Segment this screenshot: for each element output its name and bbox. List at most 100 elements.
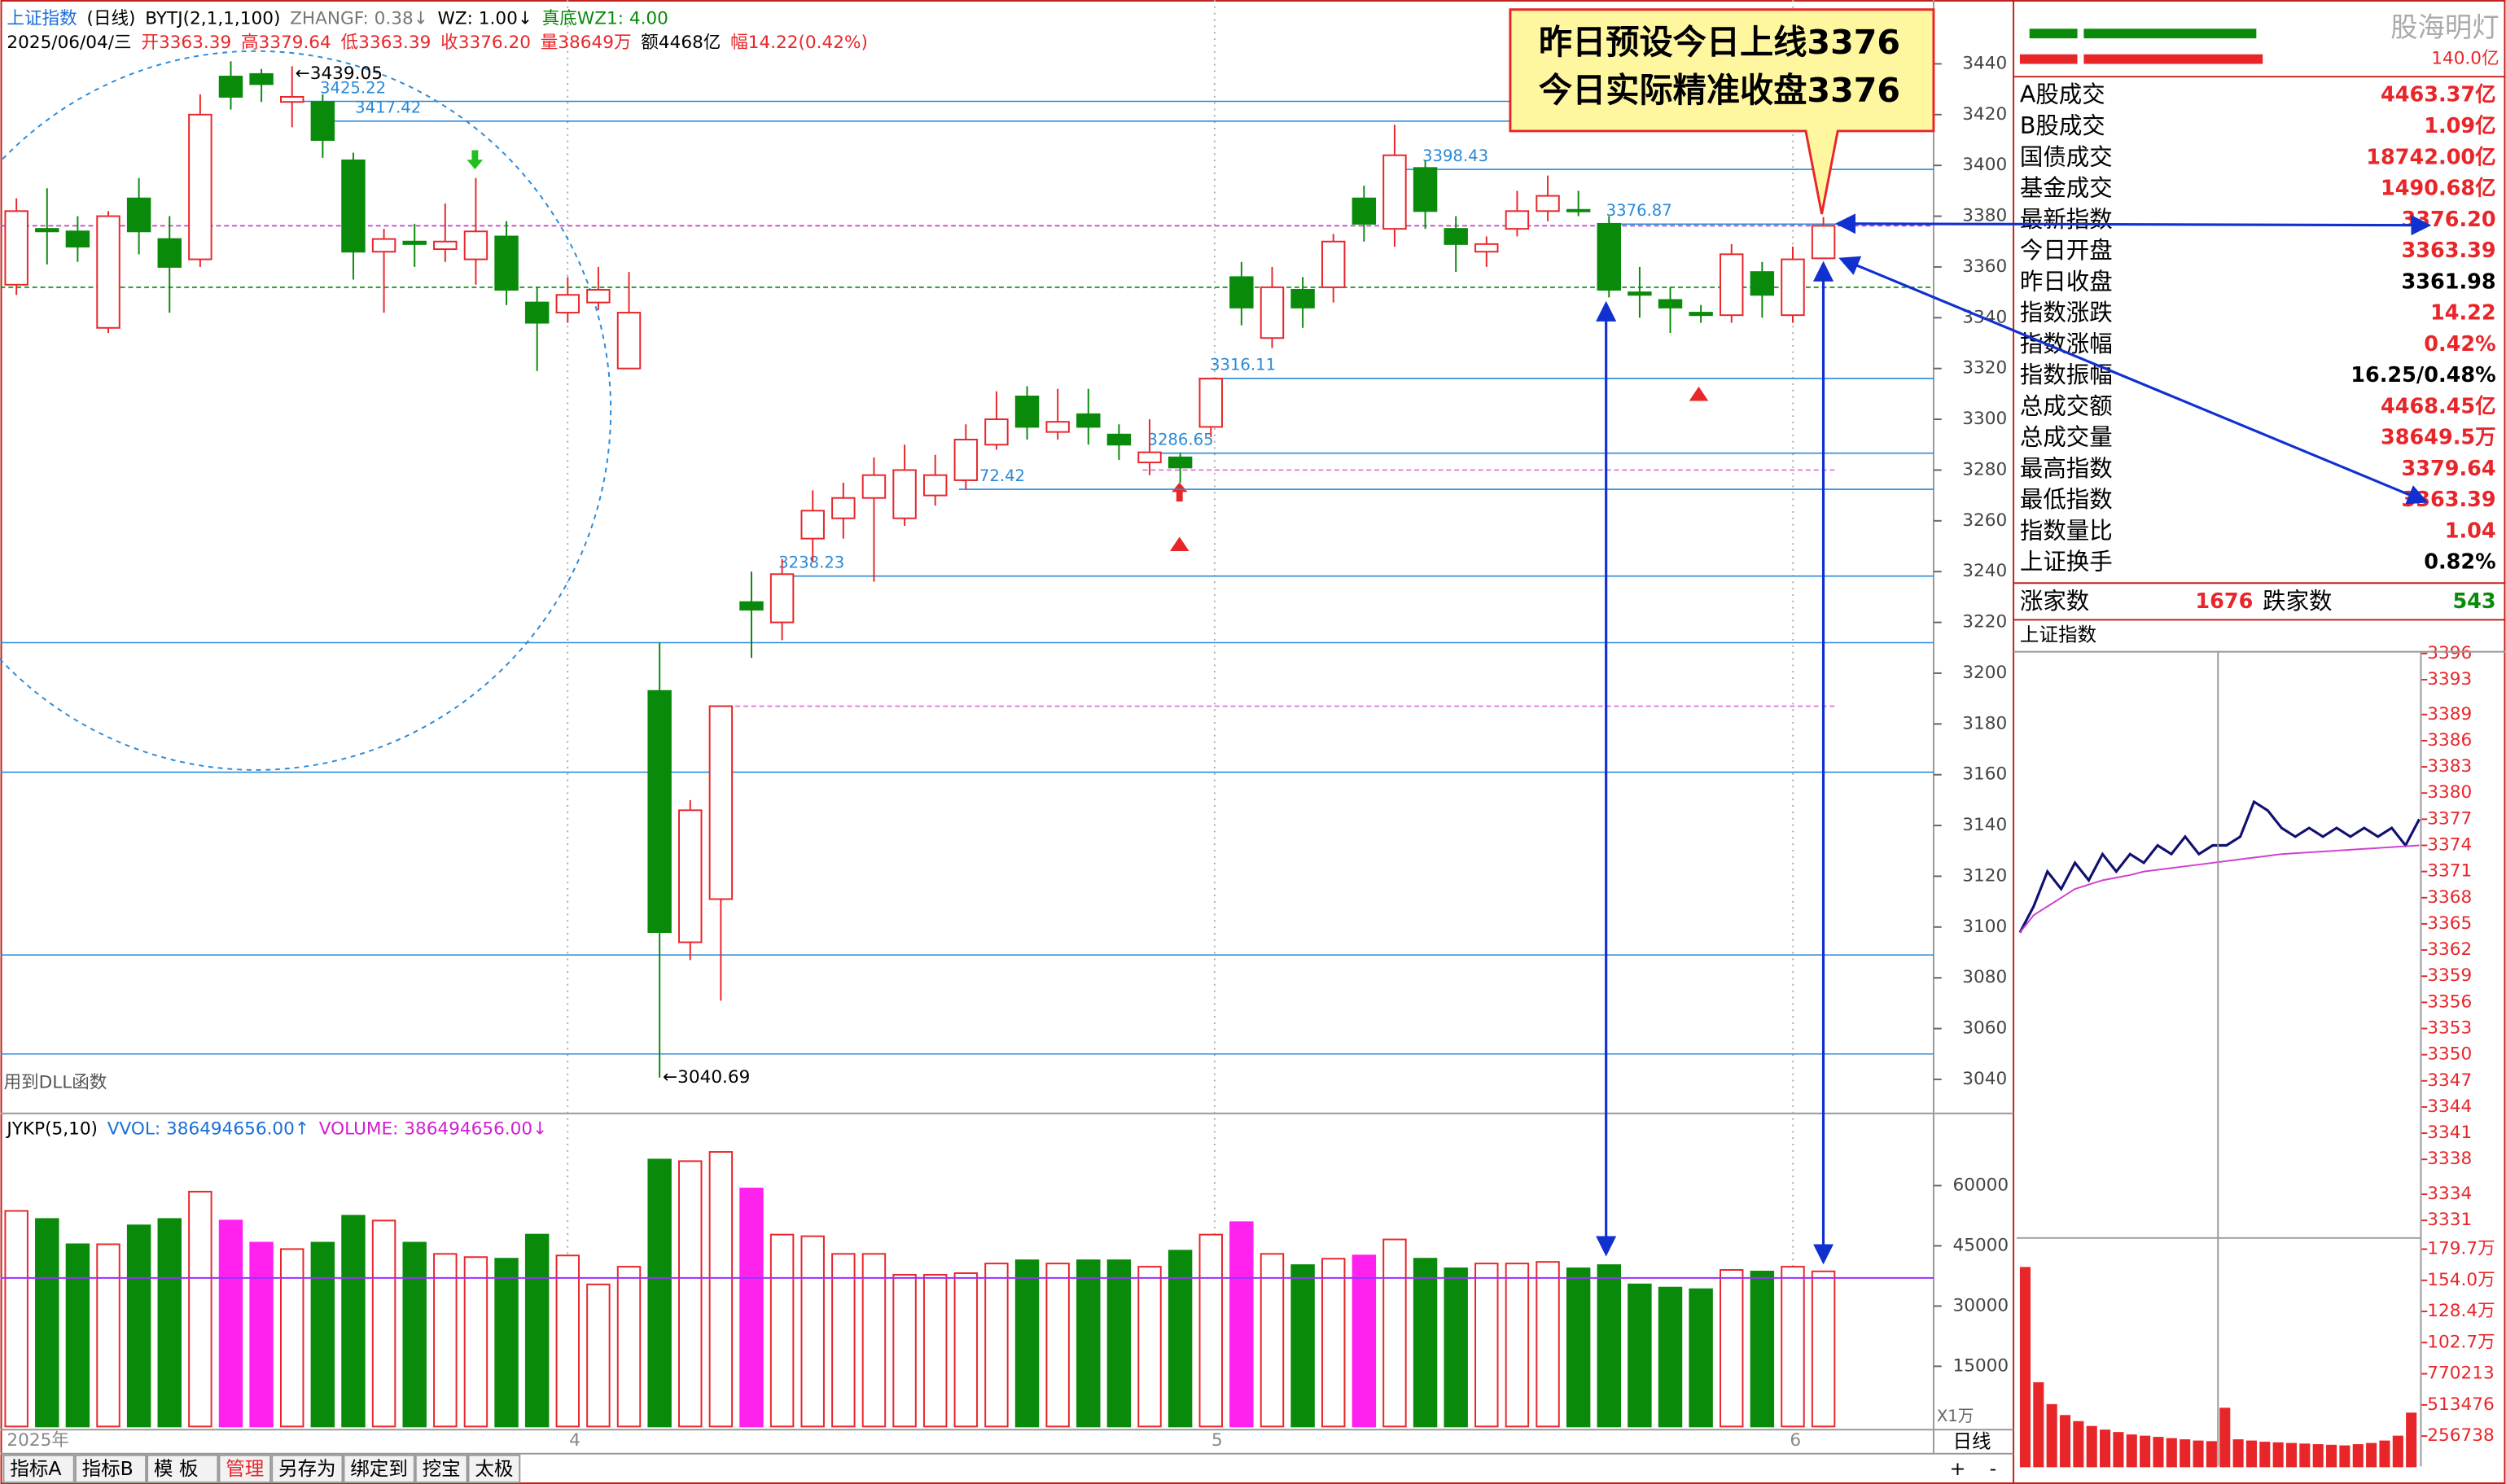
y-tick-label: 3360	[1962, 256, 2007, 277]
quote-label: 上证换手	[2020, 549, 2113, 576]
header-item: 额4468亿	[641, 33, 721, 53]
quote-value: 3363.39	[2402, 488, 2496, 512]
volume-bar	[524, 1233, 550, 1428]
tab[interactable]	[414, 1454, 468, 1484]
header-item: 2025/06/04/三	[7, 33, 131, 53]
quote-value: 1.09亿	[2424, 114, 2495, 138]
volume-bar	[1229, 1221, 1254, 1428]
level-label: 3286.65	[1147, 430, 1213, 449]
breadth-bar	[2083, 54, 2263, 64]
candle-body	[739, 601, 764, 611]
y-tick-label: 3365	[2427, 913, 2472, 934]
header-item: 真底WZ1: 4.00	[542, 9, 668, 29]
candle-body	[1229, 276, 1254, 309]
quote-value: 0.82%	[2424, 550, 2495, 575]
y-tick-label: 513476	[2427, 1394, 2494, 1415]
zoom-in[interactable]: +	[1950, 1457, 1966, 1480]
candle-body	[616, 312, 642, 370]
candle-body	[280, 95, 304, 103]
tab-label[interactable]: 绑定到	[350, 1457, 408, 1480]
volume-bar	[280, 1248, 304, 1428]
volume-bar	[1536, 1261, 1560, 1428]
candle-body	[310, 101, 335, 141]
quote-label: 国债成交	[2020, 143, 2113, 170]
callout-text: 昨日预设今日上线3376	[1539, 23, 1900, 62]
volume-bar	[1720, 1269, 1744, 1428]
tab[interactable]	[218, 1454, 272, 1484]
volume-bar	[1321, 1258, 1346, 1428]
annotation-arrows	[1596, 213, 2432, 1265]
volume-bar	[647, 1158, 672, 1428]
tab-label[interactable]: 指标A	[10, 1457, 61, 1480]
volume-bar	[126, 1224, 151, 1428]
volume-bar	[4, 1210, 28, 1428]
x-label: 5	[1211, 1430, 1223, 1451]
quote-panel: 股海明灯 140.0亿 上证指数	[2013, 11, 2506, 1467]
candle-body	[1536, 195, 1560, 212]
tab[interactable]	[147, 1454, 219, 1484]
volume-bar	[555, 1254, 580, 1428]
y-tick-label: 3377	[2427, 808, 2472, 829]
candle-body	[708, 705, 734, 900]
intraday-volume-bar	[2113, 1432, 2124, 1468]
tab-label[interactable]: 管理	[226, 1457, 264, 1480]
quote-label: 指数量比	[2020, 517, 2113, 544]
intraday-volume-bar	[2206, 1441, 2217, 1468]
tab[interactable]	[467, 1454, 521, 1484]
volume-bar	[188, 1190, 212, 1428]
intraday-line	[2018, 799, 2421, 934]
header-item: 高3379.64	[241, 33, 331, 53]
candle-body	[1014, 396, 1040, 428]
tab[interactable]	[271, 1454, 344, 1484]
breadth-label: 涨家数	[2020, 588, 2089, 615]
quote-value: 38649.5万	[2381, 426, 2496, 450]
tab-label[interactable]: 挖宝	[423, 1457, 461, 1480]
intraday-volume-bar	[2339, 1445, 2350, 1468]
candle-body	[800, 510, 825, 540]
intraday-line	[2019, 844, 2420, 934]
volume-bar	[65, 1243, 90, 1428]
zoom-out[interactable]: -	[1990, 1457, 1997, 1480]
quote-value: 4468.45亿	[2381, 394, 2496, 418]
y-tick-label: 3320	[1962, 358, 2007, 379]
candle-body	[1168, 456, 1193, 469]
tab-label[interactable]: 指标B	[82, 1457, 134, 1480]
y-tick-label: 3140	[1962, 815, 2007, 835]
tab[interactable]	[2, 1454, 75, 1484]
y-tick-label: 45000	[1952, 1235, 2009, 1255]
header-item: WZ: 1.00↓	[438, 9, 532, 29]
header-item: 幅14.22(0.42%)	[730, 33, 868, 53]
y-tick-label: 3368	[2427, 887, 2472, 908]
y-tick-label: 3060	[1962, 1018, 2007, 1039]
candle-body	[1750, 271, 1775, 296]
y-tick-label: 3040	[1962, 1069, 2007, 1089]
period[interactable]: 日线	[1952, 1429, 1991, 1452]
intraday-volume-bar	[2153, 1437, 2164, 1468]
level-label: 3238.23	[778, 554, 844, 572]
header-line: JYKP(5,10) VVOL: 386494656.00↑ VOLUME: 386…	[5, 1118, 547, 1139]
tab-label[interactable]: 模 板	[154, 1457, 199, 1480]
intraday-volume-bar	[2312, 1444, 2324, 1468]
volume-bar	[310, 1241, 335, 1428]
volume-bar	[1597, 1264, 1622, 1428]
tab[interactable]	[343, 1454, 415, 1484]
volume-bar	[1260, 1253, 1285, 1428]
quote-value: 18742.00亿	[2366, 145, 2495, 169]
tab[interactable]	[74, 1454, 147, 1484]
tab-label[interactable]: 太极	[475, 1457, 513, 1480]
candle-body	[371, 238, 396, 253]
tab-label[interactable]: 另存为	[278, 1457, 336, 1480]
y-tick-label: 3220	[1962, 612, 2007, 633]
quote-value: 14.22	[2430, 301, 2496, 326]
intraday-volume-bar	[2259, 1442, 2271, 1468]
candle-body	[524, 301, 550, 324]
y-tick-label: 3338	[2427, 1149, 2472, 1169]
intraday-volume-bar	[2366, 1442, 2377, 1468]
intraday-volume-bar	[2285, 1442, 2298, 1468]
y-tick-label: 3240	[1962, 561, 2007, 581]
header-item: ZHANGF: 0.38↓	[290, 9, 428, 29]
header-item: 低3363.39	[341, 33, 432, 53]
volume-bar	[1352, 1254, 1377, 1428]
volume-bar	[463, 1256, 488, 1428]
header-line: 上证指数 (日线) BYTJ(2,1,1,100) ZHANGF: 0.38↓ WZ: …	[7, 9, 668, 29]
